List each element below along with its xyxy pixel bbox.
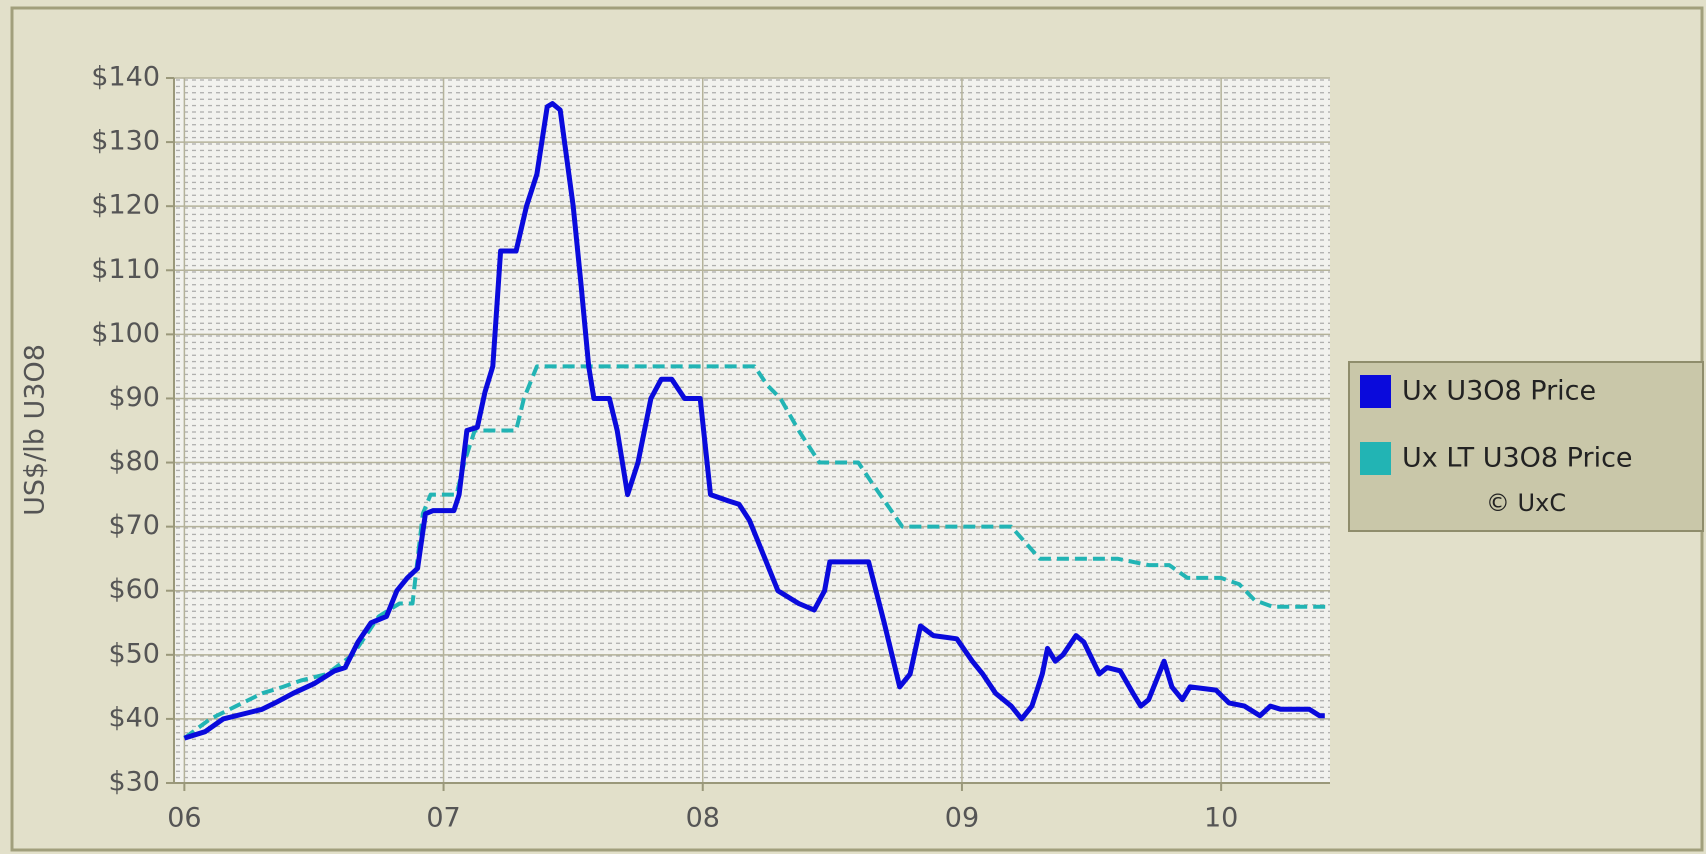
legend-swatch [1360,375,1391,408]
y-tick-label: $50 [108,638,160,669]
legend-note: © UxC [1486,489,1566,517]
x-tick-label: 07 [426,803,460,834]
y-tick-label: $120 [91,190,160,221]
x-tick-label: 10 [1204,803,1238,834]
y-tick-label: $90 [108,382,160,413]
legend-swatch [1360,442,1391,475]
y-tick-label: $110 [91,254,160,285]
y-tick-label: $60 [108,574,160,605]
x-tick-label: 09 [945,803,979,834]
y-tick-label: $130 [91,126,160,157]
y-tick-label: $100 [91,318,160,349]
minor-grid [174,78,1330,783]
legend [1348,361,1704,532]
y-tick-label: $140 [91,62,160,93]
y-tick-label: $40 [108,702,160,733]
y-tick-label: $80 [108,446,160,477]
legend-label: Ux LT U3O8 Price [1402,443,1633,474]
y-tick-label: $30 [108,767,160,798]
y-tick-label: $70 [108,510,160,541]
x-tick-label: 06 [167,803,201,834]
legend-label: Ux U3O8 Price [1402,376,1596,407]
series-line [183,101,1325,741]
x-tick-label: 08 [686,803,720,834]
y-axis-title: US$/lb U3O8 [20,344,51,516]
